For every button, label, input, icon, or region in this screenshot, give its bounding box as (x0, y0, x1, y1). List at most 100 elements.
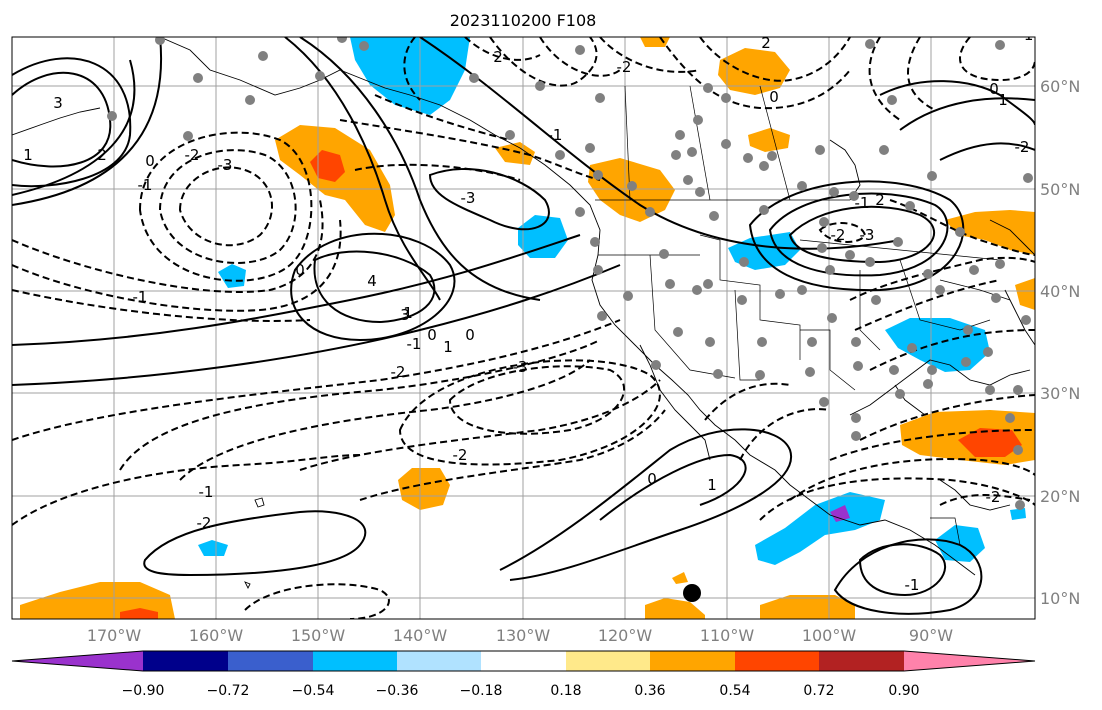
contour-label: 4 (367, 272, 377, 290)
negative-anomaly-region (518, 215, 568, 258)
marker-dot (683, 584, 701, 602)
lon-tick-label: 130°W (496, 626, 551, 645)
map-title: 2023110200 F108 (450, 11, 597, 30)
contour-label: 1 (707, 476, 717, 494)
lon-tick-label: 90°W (909, 626, 953, 645)
strong-positive-anomaly-region (310, 150, 345, 182)
negative-anomaly-region (218, 264, 246, 288)
contour-label: -1 (1019, 26, 1034, 44)
colorbar-extend-low (12, 651, 143, 671)
contour-label: 3 (400, 306, 410, 324)
colorbar-tick-label: −0.72 (207, 683, 250, 699)
strong-positive-anomaly-region (958, 428, 1022, 457)
latitude-axis: 60°N 50°N 40°N 30°N 20°N 10°N (1040, 77, 1080, 608)
lon-tick-label: 110°W (700, 626, 755, 645)
shading-layer (20, 37, 1035, 619)
positive-anomaly-region (672, 572, 688, 584)
colorbar-tick-label: 0.54 (719, 683, 750, 699)
negative-anomaly-region (198, 540, 228, 556)
colorbar-tick-label: 0.90 (888, 683, 919, 699)
contour-label: -2 (831, 226, 846, 244)
contour-label: 1 (23, 146, 33, 164)
colorbar-swatch (397, 651, 481, 671)
colorbar-swatch (143, 651, 228, 671)
lat-tick-label: 40°N (1040, 282, 1080, 301)
contour-label: 1 (443, 338, 453, 356)
colorbar-swatch (228, 651, 313, 671)
strong-positive-anomaly-region (120, 608, 158, 619)
contour-label: -1 (138, 176, 153, 194)
lat-tick-label: 20°N (1040, 487, 1080, 506)
contour-label: 1 (403, 304, 413, 322)
extreme-negative-anomaly-region (830, 505, 850, 522)
negative-anomaly-region (728, 232, 800, 270)
contour-label: -1 (905, 576, 920, 594)
map-plot-area: 3 2 0 1 -1 -2 -3 4 0 -1 0 -2 -3 1 -2 -1 … (12, 26, 1035, 619)
contour-label: 2 (493, 48, 503, 66)
contour-label: -2 (1015, 138, 1030, 156)
contour-label: 0 (465, 326, 475, 344)
contour-label: -2 (391, 363, 406, 381)
negative-anomaly-region (755, 492, 885, 565)
contour-label: -2 (617, 58, 632, 76)
contour-labels: 3 2 0 1 -1 -2 -3 4 0 -1 0 -2 -3 1 -2 -1 … (23, 26, 1034, 594)
contour-label: 0 (145, 152, 155, 170)
contour-label: -3 (461, 189, 476, 207)
colorbar-swatch (819, 651, 904, 671)
colorbar-swatch (735, 651, 819, 671)
colorbar-tick-label: −0.90 (122, 683, 165, 699)
contour-label: 0 (647, 470, 657, 488)
contour-label: 0 (427, 326, 437, 344)
contour-label: -2 (986, 488, 1001, 506)
positive-anomaly-region (398, 468, 450, 510)
contour-label: -1 (407, 335, 422, 353)
gridlines (12, 37, 1035, 619)
contour-label: -1 (548, 126, 563, 144)
positive-anomaly-region (760, 595, 855, 619)
colorbar-swatch (650, 651, 735, 671)
positive-anomaly-region (640, 37, 670, 47)
colorbar-swatch (313, 651, 397, 671)
contour-label: -2 (197, 514, 212, 532)
lon-tick-label: 140°W (393, 626, 448, 645)
lat-tick-label: 60°N (1040, 77, 1080, 96)
negative-anomaly-region (1010, 508, 1026, 520)
colorbar-tick-label: 0.18 (550, 683, 581, 699)
colorbar-tick-label: −0.54 (292, 683, 335, 699)
contour-lines (12, 37, 1035, 615)
contour-label: -1 (133, 288, 148, 306)
contour-label: -3 (860, 226, 875, 244)
contour-label: -2 (185, 146, 200, 164)
lon-tick-label: 150°W (291, 626, 346, 645)
colorbar-extend-high (904, 651, 1035, 671)
contour-label: 3 (53, 94, 63, 112)
contour-label: 0 (769, 88, 779, 106)
colorbar: −0.90 −0.72 −0.54 −0.36 −0.18 0.18 0.36 … (11, 650, 1036, 699)
positive-anomaly-region (1015, 278, 1035, 310)
colorbar-tick-label: −0.36 (376, 683, 419, 699)
lon-tick-label: 170°W (87, 626, 142, 645)
contour-label: -1 (199, 483, 214, 501)
positive-anomaly-region (495, 142, 535, 165)
contour-label: 1 (998, 91, 1008, 109)
colorbar-tick-label: −0.18 (460, 683, 503, 699)
longitude-axis: 170°W 160°W 150°W 140°W 130°W 120°W 110°… (87, 626, 953, 645)
colorbar-tick-label: 0.36 (634, 683, 665, 699)
plot-frame (11, 36, 1036, 620)
colorbar-tick-label: 0.72 (803, 683, 834, 699)
lon-tick-label: 160°W (189, 626, 244, 645)
political-borders (595, 85, 1011, 546)
contour-label: 0 (295, 261, 305, 279)
contour-label: 2 (875, 191, 885, 209)
colorbar-swatch (566, 651, 650, 671)
contour-lines-dashed (12, 37, 1035, 619)
lat-tick-label: 30°N (1040, 384, 1080, 403)
station-markers (107, 37, 1033, 510)
negative-anomaly-region (885, 318, 990, 372)
contour-label: -2 (453, 446, 468, 464)
contour-label: -3 (513, 358, 528, 376)
contour-label: 2 (761, 34, 771, 52)
colorbar-ticks: −0.90 −0.72 −0.54 −0.36 −0.18 0.18 0.36 … (122, 683, 920, 699)
lat-tick-label: 50°N (1040, 180, 1080, 199)
